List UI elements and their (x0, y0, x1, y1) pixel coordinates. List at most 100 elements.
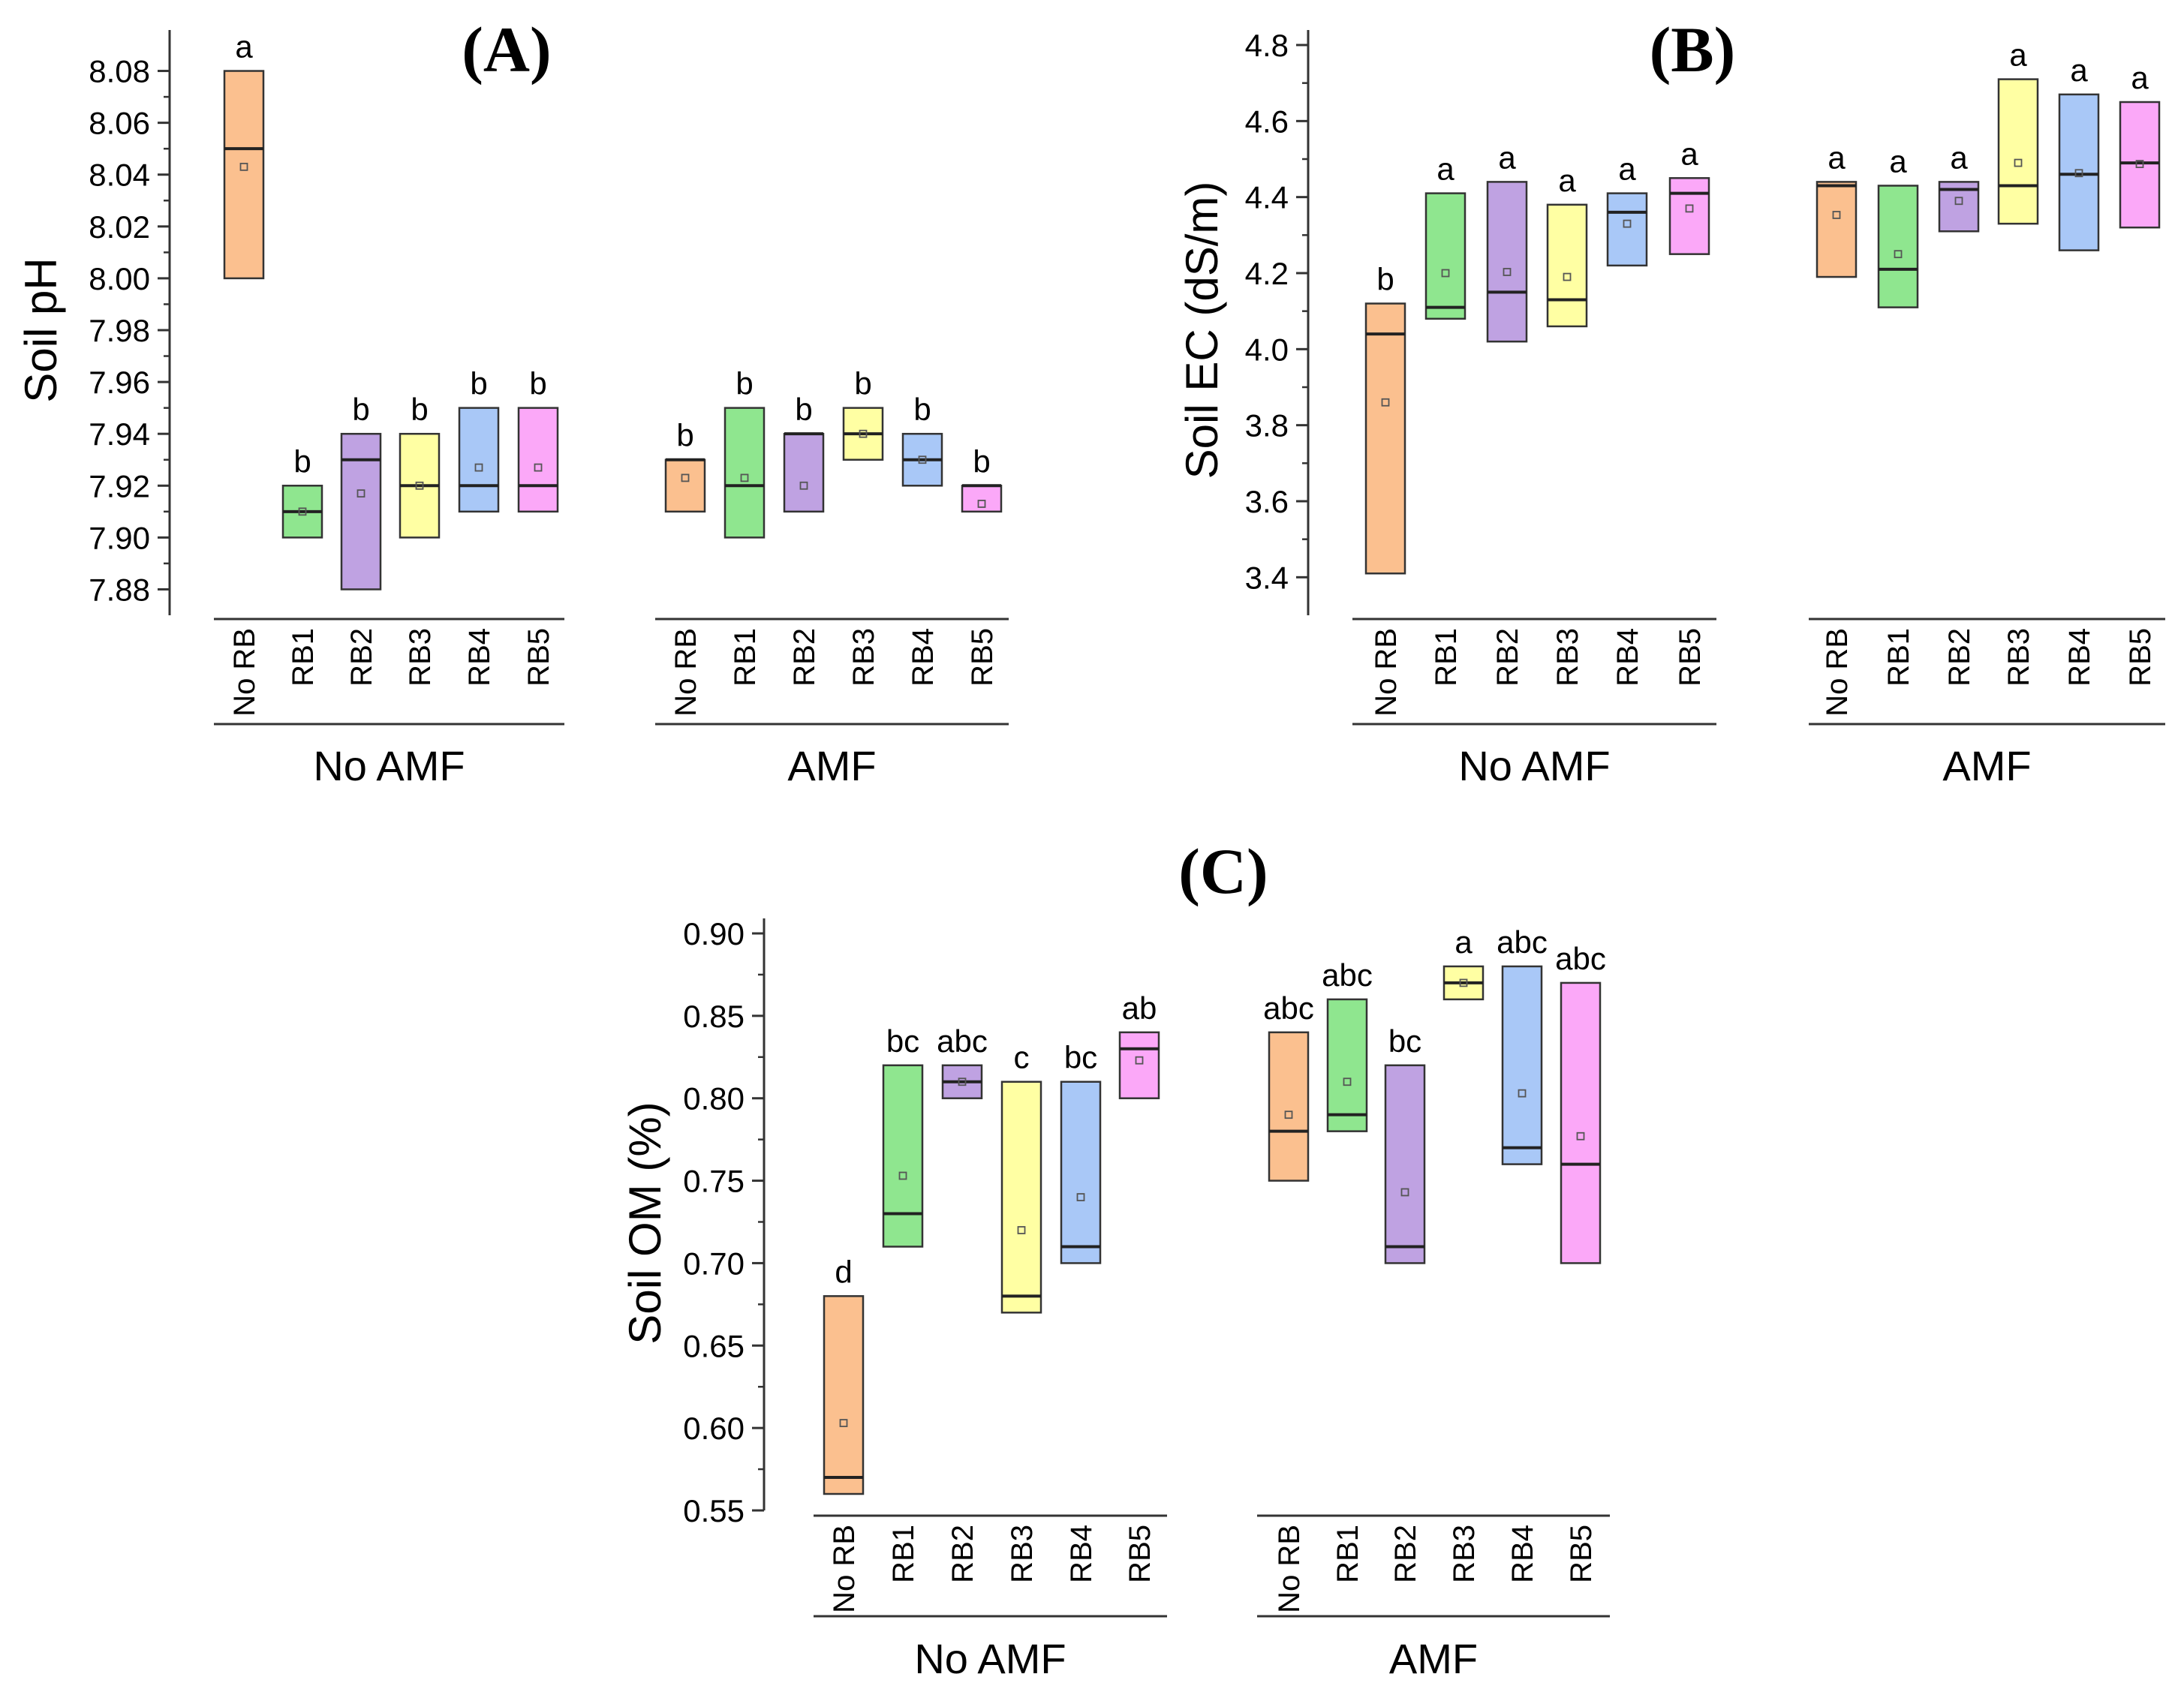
mean-marker (977, 500, 986, 508)
mean-marker (1135, 1056, 1144, 1065)
box (882, 1064, 924, 1248)
mean-marker (1503, 268, 1512, 276)
category-tick-label: No RB (1273, 1525, 1306, 1613)
mean-marker (839, 1419, 848, 1427)
category-tick-label: RB2 (946, 1525, 979, 1583)
y-tick-label: 8.00 (89, 261, 150, 296)
y-tick-label: 7.98 (89, 313, 150, 348)
significance-letter: b (529, 366, 546, 401)
mean-marker (1017, 1226, 1026, 1234)
category-tick-label: RB1 (1430, 628, 1463, 687)
mean-marker (681, 473, 690, 482)
significance-letter: a (1558, 163, 1576, 198)
box (783, 432, 825, 513)
category-tick-label: RB1 (729, 628, 762, 687)
y-tick-label: 8.06 (89, 106, 150, 141)
significance-letter: b (676, 418, 693, 453)
mean-marker (1623, 219, 1632, 228)
y-tick-label: 0.90 (683, 916, 745, 951)
mean-marker (799, 481, 808, 490)
box (1486, 181, 1528, 343)
y-tick-label: 0.80 (683, 1081, 745, 1116)
significance-letter: b (1376, 262, 1394, 297)
box (1326, 998, 1368, 1132)
mean-marker (859, 429, 868, 438)
category-tick-label: RB2 (788, 628, 821, 687)
box (823, 1295, 865, 1495)
box (664, 458, 706, 513)
y-tick-label: 4.4 (1245, 180, 1289, 215)
y-tick-label: 7.90 (89, 520, 150, 555)
y-tick-label: 7.94 (89, 416, 150, 452)
mean-marker (918, 455, 927, 464)
category-tick-label: No RB (1821, 628, 1854, 717)
y-tick-label: 3.8 (1245, 408, 1289, 443)
y-tick-label: 3.4 (1245, 560, 1289, 595)
category-tick-label: RB2 (345, 628, 378, 687)
mean-marker (2074, 169, 2083, 178)
significance-letter: abc (1555, 941, 1606, 976)
box (1546, 203, 1588, 328)
y-tick-label: 0.75 (683, 1164, 745, 1199)
significance-letter: b (470, 366, 487, 401)
significance-letter: a (1680, 136, 1698, 171)
group-label: AMF (787, 742, 876, 789)
panel-c: 0.55 0.60 0.65 0.70 0.75 0.80 0.85 0.90 Soil OM … (620, 835, 1610, 1682)
y-tick-label: 0.85 (683, 999, 745, 1034)
category-tick-label: RB1 (1882, 628, 1915, 687)
mean-marker (1381, 398, 1390, 407)
category-tick-label: RB2 (1389, 1525, 1422, 1583)
mean-marker (2014, 158, 2023, 167)
y-tick-label: 7.92 (89, 468, 150, 503)
panel-label: (B) (1650, 14, 1736, 86)
category-tick-label: RB5 (966, 628, 999, 687)
significance-letter: b (795, 392, 812, 427)
significance-letter: ab (1122, 990, 1157, 1026)
y-axis-title: Soil EC (dS/m) (1177, 182, 1227, 479)
mean-marker (1343, 1077, 1352, 1086)
significance-letter: bc (1064, 1040, 1097, 1075)
mean-marker (898, 1171, 907, 1180)
box (340, 432, 382, 591)
mean-marker (2135, 160, 2144, 168)
category-tick-label: RB3 (1448, 1525, 1481, 1583)
box (2119, 101, 2161, 229)
significance-letter: b (411, 392, 428, 427)
mean-marker (239, 162, 248, 171)
significance-letter: b (736, 366, 753, 401)
y-tick-label: 4.0 (1245, 332, 1289, 367)
mean-marker (1518, 1089, 1527, 1098)
category-tick-label: RB3 (847, 628, 880, 687)
significance-letter: b (352, 392, 369, 427)
y-tick-label: 8.08 (89, 54, 150, 89)
category-tick-label: RB4 (907, 628, 940, 687)
category-tick-label: RB3 (1006, 1525, 1039, 1583)
panel-b: 3.4 3.6 3.8 4.0 4.2 4.4 4.6 4.8 Soil EC (dS/m) (B… (1177, 14, 2165, 789)
box (1501, 965, 1543, 1165)
category-tick-label: RB4 (1506, 1525, 1539, 1583)
category-tick-label: RB4 (1611, 628, 1644, 687)
mean-marker (1284, 1110, 1293, 1119)
significance-letter: b (913, 392, 931, 427)
category-tick-label: No RB (669, 628, 702, 717)
mean-marker (1441, 269, 1450, 278)
y-tick-label: 7.88 (89, 572, 150, 607)
mean-marker (740, 473, 749, 482)
category-tick-label: RB4 (463, 628, 496, 687)
mean-marker (534, 463, 543, 472)
box (458, 407, 500, 513)
category-tick-label: No RB (828, 1525, 861, 1613)
group-label: AMF (1942, 742, 2031, 789)
panel-label: (C) (1178, 835, 1268, 907)
y-tick-label: 0.65 (683, 1328, 745, 1363)
significance-letter: b (854, 366, 871, 401)
category-tick-label: RB3 (404, 628, 437, 687)
category-tick-label: RB2 (1491, 628, 1524, 687)
mean-marker (474, 463, 483, 472)
mean-marker (1400, 1188, 1409, 1197)
category-tick-label: RB5 (2124, 628, 2157, 687)
y-axis-title: Soil OM (%) (620, 1101, 670, 1344)
significance-letter: a (1454, 924, 1473, 960)
box (1268, 1031, 1310, 1182)
